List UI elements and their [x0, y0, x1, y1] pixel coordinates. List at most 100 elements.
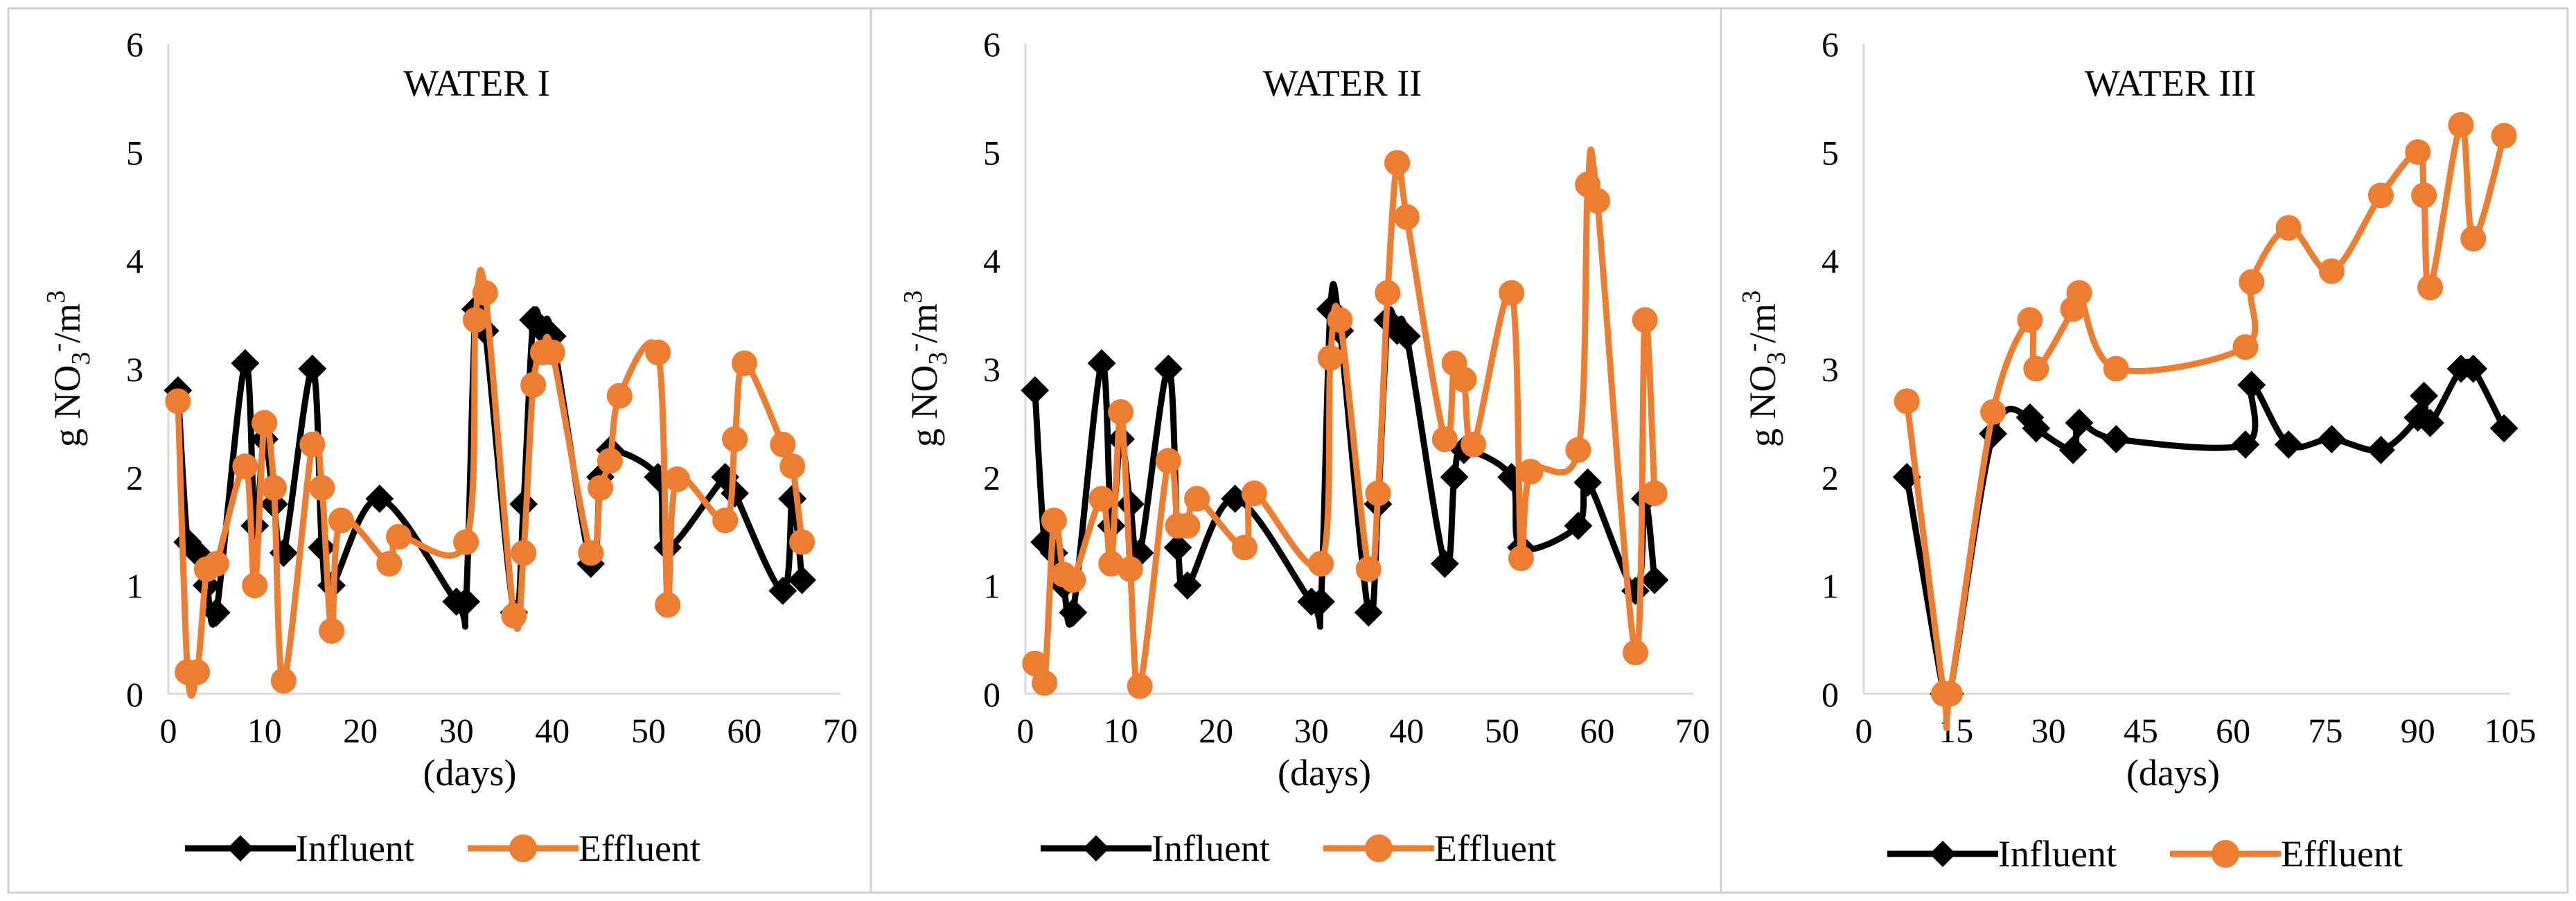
effluent-point	[1174, 513, 1201, 539]
influent-point	[2459, 354, 2488, 383]
influent-point	[1392, 322, 1421, 351]
y-axis-label-main: g NO	[46, 365, 88, 448]
effluent-point	[2491, 123, 2517, 149]
influent-point	[1640, 566, 1669, 595]
effluent-point	[1393, 204, 1420, 230]
y-axis-label: g NO3-/m3	[1737, 290, 1791, 447]
effluent-point	[2239, 269, 2265, 295]
effluent-point	[779, 453, 806, 480]
x-tick-label: 45	[2124, 711, 2158, 750]
effluent-point	[319, 618, 345, 644]
y-axis-label-main: g NO	[1742, 365, 1783, 448]
effluent-point	[1231, 534, 1258, 561]
x-tick-label: 70	[1675, 711, 1710, 750]
influent-point	[1163, 533, 1192, 562]
x-tick-label: 60	[2216, 711, 2250, 750]
legend-label: Effluent	[1434, 828, 1556, 869]
effluent-point	[2448, 112, 2474, 138]
legend-label: Influent	[1998, 833, 2117, 875]
y-axis-label-superscript: -	[900, 343, 929, 352]
x-tick-label: 20	[343, 711, 378, 750]
effluent-point	[1937, 681, 1963, 707]
effluent-point	[328, 507, 354, 534]
effluent-point	[2367, 182, 2394, 209]
influent-point	[1021, 376, 1050, 405]
x-tick-label: 40	[1389, 711, 1424, 750]
effluent-point	[1307, 550, 1334, 577]
x-tick-label: 20	[1199, 711, 1233, 750]
influent-point	[2237, 371, 2266, 399]
y-axis-label-subscript: 3	[1762, 352, 1791, 365]
y-tick-label: 2	[983, 458, 1000, 497]
legend-label: Effluent	[2281, 833, 2403, 875]
legend-marker	[1365, 834, 1393, 862]
effluent-point	[261, 475, 287, 501]
y-axis-label: g NO3-/m3	[42, 290, 96, 447]
y-axis-label-superscript: 3	[1737, 290, 1766, 304]
effluent-point	[1632, 307, 1658, 333]
influent-point	[1430, 549, 1459, 578]
influent-point	[2022, 414, 2051, 443]
effluent-point	[1431, 426, 1458, 453]
effluent-point	[1375, 280, 1401, 306]
legend-label: Influent	[296, 828, 414, 869]
effluent-point	[1499, 280, 1525, 306]
effluent-point	[299, 431, 326, 457]
effluent-point	[1184, 486, 1210, 512]
effluent-point	[578, 540, 604, 566]
y-axis-label-superscript: 3	[42, 290, 71, 304]
effluent-point	[2318, 258, 2345, 284]
effluent-point	[722, 426, 748, 453]
effluent-point	[501, 602, 527, 629]
influent-point	[231, 349, 260, 378]
effluent-point	[1060, 567, 1086, 593]
effluent-point	[1641, 480, 1668, 507]
effluent-point	[2460, 225, 2487, 252]
y-tick-label: 5	[1821, 133, 1839, 172]
effluent-point	[1088, 486, 1115, 512]
effluent-point	[1032, 670, 1058, 696]
y-tick-label: 1	[983, 567, 1000, 606]
chart-title: WATER III	[2085, 62, 2256, 104]
influent-point	[768, 577, 797, 605]
effluent-point	[539, 340, 565, 366]
x-tick-label: 50	[631, 711, 666, 750]
y-axis-label-subscript: 3	[924, 352, 953, 365]
x-tick-label: 50	[1485, 711, 1519, 750]
y-tick-label: 4	[983, 242, 1000, 281]
effluent-point	[1565, 437, 1591, 463]
influent-point	[2410, 381, 2439, 410]
x-tick-label: 0	[1017, 711, 1034, 750]
effluent-point	[712, 507, 739, 534]
x-tick-label: 60	[727, 711, 761, 750]
y-tick-label: 1	[126, 567, 143, 606]
x-tick-label: 60	[1580, 711, 1614, 750]
effluent-point	[1155, 448, 1181, 474]
effluent-point	[789, 529, 815, 555]
y-axis-label-superscript: -	[43, 343, 72, 352]
influent-point	[1573, 468, 1603, 497]
x-tick-label: 30	[1294, 711, 1329, 750]
x-tick-label: 90	[2401, 711, 2435, 750]
effluent-point	[588, 475, 614, 501]
x-tick-label: 75	[2308, 711, 2343, 750]
influent-point	[1354, 598, 1383, 627]
influent-point	[2058, 435, 2088, 464]
x-axis-label: (days)	[423, 752, 517, 794]
effluent-point	[1461, 431, 1487, 457]
effluent-point	[664, 466, 690, 492]
legend-label: Effluent	[579, 828, 700, 869]
effluent-point	[645, 340, 671, 366]
effluent-point	[165, 388, 191, 414]
effluent-point	[1127, 673, 1153, 699]
influent-point	[2065, 408, 2094, 437]
influent-point	[2231, 430, 2260, 459]
y-tick-label: 1	[1821, 567, 1839, 606]
effluent-point	[270, 667, 297, 694]
effluent-point	[2405, 139, 2431, 165]
effluent-point	[242, 572, 268, 599]
influent-point	[1440, 462, 1469, 491]
